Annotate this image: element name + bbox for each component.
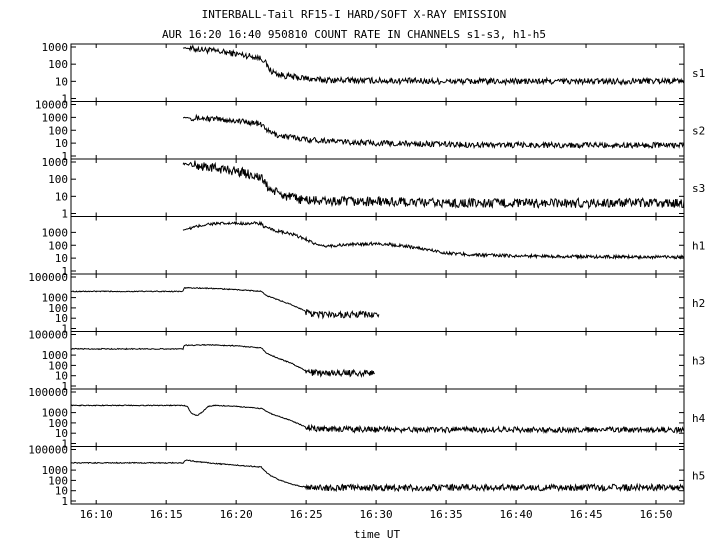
y-tick-label: 100 xyxy=(48,58,68,71)
y-tick-label: 1 xyxy=(61,93,68,106)
channel-label: s3 xyxy=(692,182,705,195)
series-line-h3 xyxy=(70,343,375,378)
y-tick-label: 100000 xyxy=(28,329,68,342)
series-line-h2 xyxy=(70,286,380,320)
series-line-h4 xyxy=(70,404,685,435)
y-tick-label: 1000 xyxy=(42,464,69,477)
series-line-s1 xyxy=(182,44,685,87)
series-line-s2 xyxy=(183,113,685,150)
y-tick-label: 10000 xyxy=(35,99,68,112)
y-tick-label: 10 xyxy=(55,370,68,383)
y-tick-label: 100 xyxy=(48,173,68,186)
y-tick-label: 1000 xyxy=(42,226,69,239)
x-tick-label: 16:15 xyxy=(150,508,183,521)
y-tick-label: 10 xyxy=(55,75,68,88)
y-tick-label: 1 xyxy=(61,208,68,221)
y-tick-label: 1 xyxy=(61,495,68,508)
x-tick-label: 16:30 xyxy=(360,508,393,521)
series-line-h1 xyxy=(182,220,685,261)
series-line-s3 xyxy=(182,160,685,210)
panel-frame xyxy=(70,43,685,102)
series-line-h5 xyxy=(70,459,685,493)
x-tick-label: 16:40 xyxy=(499,508,532,521)
y-tick-label: 1000 xyxy=(42,407,69,420)
panel-frame xyxy=(70,101,685,160)
x-axis: 16:10 16:15 16:20 16:25 16:30 16:35 16:40 16:45… xyxy=(80,508,673,521)
y-tick-label: 100 xyxy=(48,239,68,252)
chart-title: INTERBALL-Tail RF15-I HARD/SOFT X-RAY EM… xyxy=(202,8,507,21)
x-tick-label: 16:50 xyxy=(639,508,672,521)
y-tick-label: 100000 xyxy=(28,271,68,284)
panel-frame xyxy=(70,216,685,275)
y-tick-label: 100000 xyxy=(28,444,68,457)
y-tick-label: 1000 xyxy=(42,349,69,362)
panels-group: 1000100101s1100001000100101s21000100101s… xyxy=(28,41,705,508)
y-tick-label: 10 xyxy=(55,252,68,265)
panel-frame xyxy=(70,388,685,447)
y-tick-label: 10 xyxy=(55,312,68,325)
channel-label: s1 xyxy=(692,67,705,80)
channel-label: s2 xyxy=(692,124,705,137)
panel-s1: 1000 100 10 1 s1 xyxy=(42,41,706,106)
y-tick-label: 100 xyxy=(48,124,68,137)
x-tick-label: 16:20 xyxy=(220,508,253,521)
panel-frame xyxy=(70,273,685,332)
x-tick-label: 16:45 xyxy=(569,508,602,521)
y-tick-label: 1000 xyxy=(42,41,69,54)
panel-frame xyxy=(70,446,685,505)
x-tick-label: 16:10 xyxy=(80,508,113,521)
y-tick-label: 1000 xyxy=(42,111,69,124)
y-tick-label: 100000 xyxy=(28,386,68,399)
panel-frame xyxy=(70,331,685,390)
y-tick-label: 10 xyxy=(55,190,68,203)
panel-frame xyxy=(70,158,685,217)
y-tick-label: 1000 xyxy=(42,156,69,169)
y-tick-label: 1 xyxy=(61,265,68,278)
y-tick-label: 1 xyxy=(61,380,68,393)
y-tick-label: 100 xyxy=(48,359,68,372)
y-tick-label: 100 xyxy=(48,474,68,487)
channel-label: h3 xyxy=(692,354,705,367)
channel-label: h5 xyxy=(692,469,705,482)
x-axis-label: time UT xyxy=(354,528,401,541)
y-tick-label: 1000 xyxy=(42,292,69,305)
y-tick-label: 10 xyxy=(55,427,68,440)
y-tick-label: 10 xyxy=(55,485,68,498)
y-tick-label: 100 xyxy=(48,417,68,430)
x-tick-label: 16:35 xyxy=(430,508,463,521)
y-tick-label: 10 xyxy=(55,137,68,150)
y-tick-label: 1 xyxy=(61,323,68,336)
channel-label: h1 xyxy=(692,239,705,252)
y-tick-label: 1 xyxy=(61,438,68,451)
channel-label: h2 xyxy=(692,297,705,310)
y-tick-label: 1 xyxy=(61,150,68,163)
channel-label: h4 xyxy=(692,412,706,425)
panel-s3: 1000 100 10 1 s3 xyxy=(42,156,706,221)
y-tick-label: 100 xyxy=(48,302,68,315)
x-tick-label: 16:25 xyxy=(290,508,323,521)
chart-subtitle: AUR 16:20 16:40 950810 COUNT RATE IN CHA… xyxy=(162,28,546,41)
